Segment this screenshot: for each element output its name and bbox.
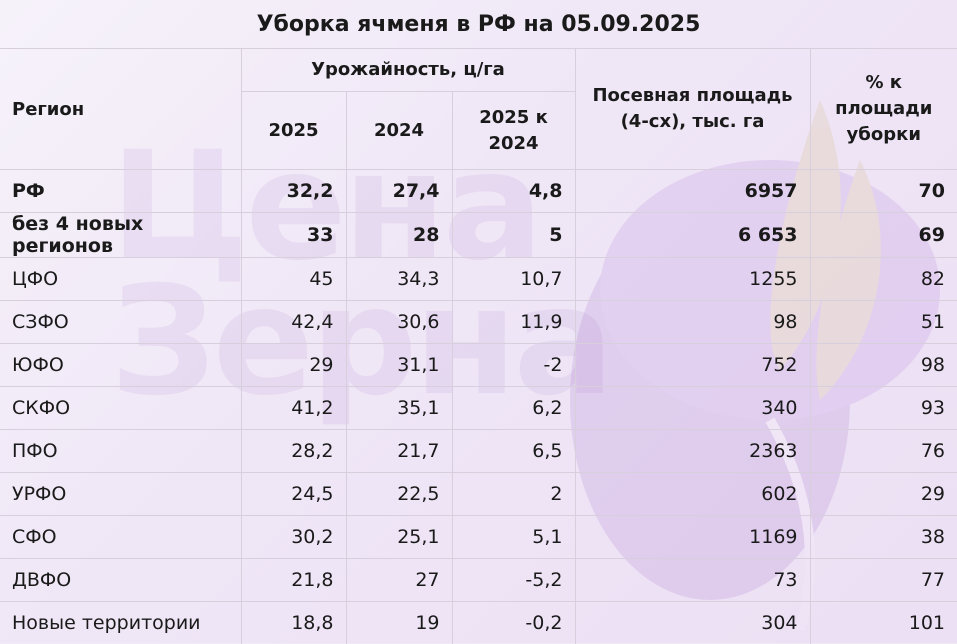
- cell-yield-2025: 29: [241, 344, 346, 387]
- cell-harvest-pct: 93: [810, 387, 957, 430]
- cell-yield-2025: 33: [241, 213, 346, 258]
- cell-region: ЦФО: [0, 258, 241, 301]
- cell-harvest-pct: 77: [810, 559, 957, 602]
- cell-yield-diff: 6,2: [452, 387, 575, 430]
- cell-yield-2024: 19: [346, 602, 452, 644]
- cell-sown-area: 304: [575, 602, 810, 644]
- cell-yield-diff: -2: [452, 344, 575, 387]
- cell-yield-2024: 21,7: [346, 430, 452, 473]
- cell-region: РФ: [0, 170, 241, 213]
- cell-yield-2025: 45: [241, 258, 346, 301]
- cell-harvest-pct: 70: [810, 170, 957, 213]
- header-row-1: Регион Урожайность, ц/га Посевная площад…: [0, 49, 957, 92]
- header-harvest-pct: % к площади уборки: [810, 49, 957, 170]
- cell-region: СКФО: [0, 387, 241, 430]
- cell-yield-2025: 18,8: [241, 602, 346, 644]
- cell-harvest-pct: 29: [810, 473, 957, 516]
- cell-sown-area: 6957: [575, 170, 810, 213]
- cell-harvest-pct: 101: [810, 602, 957, 644]
- cell-yield-diff: 2: [452, 473, 575, 516]
- cell-yield-diff: -0,2: [452, 602, 575, 644]
- cell-harvest-pct: 82: [810, 258, 957, 301]
- cell-yield-2024: 28: [346, 213, 452, 258]
- cell-yield-diff: 11,9: [452, 301, 575, 344]
- cell-sown-area: 98: [575, 301, 810, 344]
- cell-yield-2024: 35,1: [346, 387, 452, 430]
- cell-yield-2024: 22,5: [346, 473, 452, 516]
- cell-region: без 4 новых регионов: [0, 213, 241, 258]
- header-diff: 2025 к 2024: [452, 92, 575, 170]
- header-year-2025: 2025: [241, 92, 346, 170]
- title-row: Уборка ячменя в РФ на 05.09.2025: [0, 0, 957, 49]
- cell-sown-area: 752: [575, 344, 810, 387]
- cell-yield-2024: 30,6: [346, 301, 452, 344]
- cell-harvest-pct: 38: [810, 516, 957, 559]
- cell-yield-diff: 6,5: [452, 430, 575, 473]
- cell-yield-2025: 24,5: [241, 473, 346, 516]
- cell-region: СЗФО: [0, 301, 241, 344]
- cell-yield-diff: 4,8: [452, 170, 575, 213]
- header-region: Регион: [0, 49, 241, 170]
- cell-yield-2024: 34,3: [346, 258, 452, 301]
- cell-yield-2025: 21,8: [241, 559, 346, 602]
- cell-harvest-pct: 69: [810, 213, 957, 258]
- cell-region: ЮФО: [0, 344, 241, 387]
- cell-sown-area: 6 653: [575, 213, 810, 258]
- cell-yield-2025: 42,4: [241, 301, 346, 344]
- cell-yield-2025: 41,2: [241, 387, 346, 430]
- cell-yield-2024: 25,1: [346, 516, 452, 559]
- cell-harvest-pct: 98: [810, 344, 957, 387]
- cell-region: ПФО: [0, 430, 241, 473]
- cell-yield-2025: 32,2: [241, 170, 346, 213]
- cell-sown-area: 73: [575, 559, 810, 602]
- table-title: Уборка ячменя в РФ на 05.09.2025: [0, 0, 957, 49]
- cell-yield-2024: 27: [346, 559, 452, 602]
- cell-region: СФО: [0, 516, 241, 559]
- cell-sown-area: 340: [575, 387, 810, 430]
- cell-yield-2025: 30,2: [241, 516, 346, 559]
- cell-sown-area: 2363: [575, 430, 810, 473]
- cell-yield-diff: 10,7: [452, 258, 575, 301]
- cell-region: ДВФО: [0, 559, 241, 602]
- cell-region: Новые территории: [0, 602, 241, 644]
- cell-yield-2024: 27,4: [346, 170, 452, 213]
- cell-yield-diff: 5,1: [452, 516, 575, 559]
- header-yield-group: Урожайность, ц/га: [241, 49, 575, 92]
- header-year-2024: 2024: [346, 92, 452, 170]
- cell-harvest-pct: 51: [810, 301, 957, 344]
- header-sown-area: Посевная площадь (4-сх), тыс. га: [575, 49, 810, 170]
- cell-yield-2025: 28,2: [241, 430, 346, 473]
- cell-yield-diff: -5,2: [452, 559, 575, 602]
- cell-yield-diff: 5: [452, 213, 575, 258]
- cell-region: УРФО: [0, 473, 241, 516]
- cell-sown-area: 1169: [575, 516, 810, 559]
- cell-yield-2024: 31,1: [346, 344, 452, 387]
- cell-harvest-pct: 76: [810, 430, 957, 473]
- cell-sown-area: 602: [575, 473, 810, 516]
- cell-sown-area: 1255: [575, 258, 810, 301]
